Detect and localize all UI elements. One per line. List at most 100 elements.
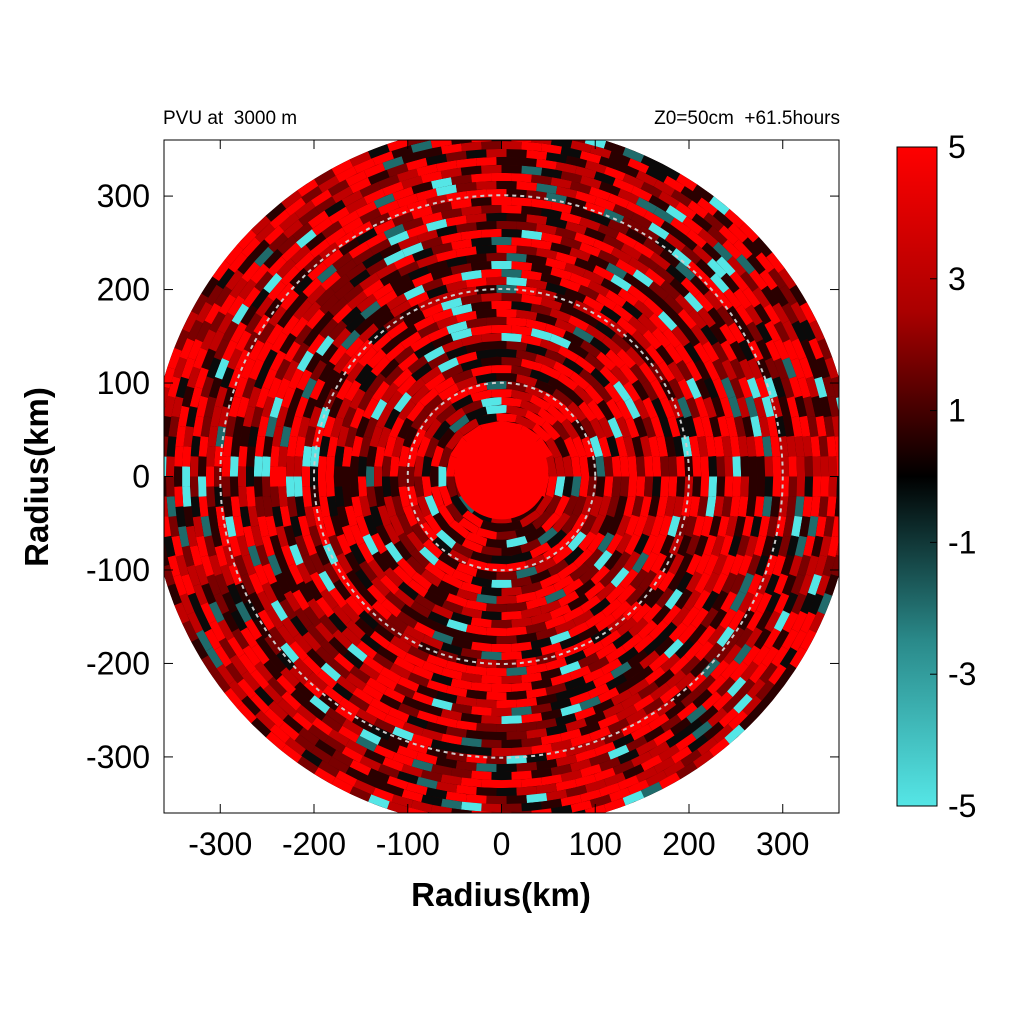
pv-cell: [411, 665, 434, 681]
pv-cell: [366, 466, 374, 487]
pv-cell: [187, 338, 203, 361]
pv-cell: [511, 770, 532, 780]
pv-cell: [207, 506, 219, 528]
pv-cell: [383, 408, 401, 430]
pv-cell: [396, 193, 419, 208]
pv-cell: [406, 531, 425, 552]
pv-cell: [450, 327, 473, 341]
pv-cell: [280, 544, 296, 567]
pv-cell: [296, 369, 313, 391]
pv-cell: [761, 535, 775, 558]
pv-cell: [536, 158, 557, 170]
pv-cell: [427, 140, 433, 141]
pv-cell: [200, 329, 217, 351]
pv-cell: [355, 201, 378, 218]
pv-cell: [405, 377, 426, 397]
pv-cell: [625, 416, 640, 439]
pv-cell: [501, 332, 522, 343]
pv-cell: [640, 435, 652, 457]
pv-cell: [761, 395, 775, 418]
pv-cell: [653, 729, 675, 747]
pv-cell: [680, 245, 702, 265]
y-tick-label: 300: [97, 178, 150, 214]
pv-cell: [200, 602, 217, 624]
pv-cell: [342, 486, 353, 507]
pv-cell: [294, 535, 309, 557]
pv-cell: [345, 197, 368, 214]
pv-cell: [668, 553, 685, 575]
pv-cell: [275, 525, 289, 548]
pv-cell: [800, 592, 816, 615]
pv-cell: [701, 691, 722, 711]
pv-cell: [570, 733, 592, 748]
pv-cell: [302, 277, 323, 298]
pv-cell: [431, 397, 453, 417]
pv-cell: [617, 775, 640, 791]
pv-cell: [237, 678, 257, 699]
pv-cell: [185, 406, 198, 428]
pv-cell: [628, 256, 650, 275]
pv-cell: [671, 248, 692, 267]
pv-cell: [281, 617, 300, 638]
pv-cell: [372, 652, 394, 671]
pv-cell: [362, 533, 379, 556]
pv-cell: [174, 602, 190, 624]
pv-cell: [290, 615, 309, 637]
pv-cell: [496, 571, 518, 581]
pv-cell: [622, 601, 643, 621]
pv-cell: [330, 416, 344, 438]
pv-cell: [580, 417, 597, 439]
pv-cell: [589, 211, 611, 227]
pv-cell: [709, 515, 722, 537]
pv-cell: [557, 590, 580, 608]
pv-cell: [241, 377, 257, 399]
pv-cell: [554, 619, 577, 635]
pv-cell: [733, 415, 746, 437]
pv-cell: [747, 591, 764, 613]
pv-cell: [445, 345, 468, 360]
pv-cell: [786, 396, 799, 418]
pv-cell: [564, 650, 587, 666]
pv-cell: [529, 569, 552, 585]
pv-cell: [222, 320, 239, 343]
pv-cell: [709, 608, 728, 630]
pv-cell: [253, 476, 263, 497]
pv-cell: [306, 648, 326, 669]
pv-cell: [611, 600, 632, 621]
pv-cell: [593, 382, 613, 403]
pv-cell: [762, 436, 773, 457]
pv-cell: [229, 456, 239, 477]
pv-cell: [309, 552, 326, 575]
pv-cell: [271, 425, 284, 447]
pv-cell: [594, 767, 616, 782]
pv-cell: [596, 351, 617, 371]
pv-cell: [555, 226, 577, 240]
pv-cell: [441, 667, 463, 681]
pv-cell: [630, 185, 653, 202]
pv-cell: [434, 559, 456, 577]
pv-cell: [742, 416, 754, 438]
pv-cell: [569, 371, 591, 391]
pv-cell: [238, 445, 248, 467]
pv-cell: [728, 223, 748, 243]
pv-cell: [268, 626, 287, 648]
pv-cell: [560, 170, 583, 184]
pv-cell: [204, 396, 217, 418]
pv-cell: [462, 424, 484, 443]
pv-cell: [525, 622, 547, 635]
pv-cell: [239, 506, 251, 528]
pv-cell: [625, 201, 648, 218]
pv-cell: [269, 581, 287, 603]
pv-cell: [302, 397, 317, 419]
colorbar-tick-label: 3: [948, 261, 966, 297]
pv-cell: [416, 188, 438, 202]
pv-cell: [625, 227, 648, 245]
pv-cell: [275, 377, 291, 400]
pv-cell: [407, 645, 430, 662]
pv-cell: [563, 495, 579, 517]
pv-cell: [603, 140, 626, 155]
pv-cell: [577, 310, 600, 328]
pv-cell: [807, 357, 822, 379]
pv-cell: [471, 301, 492, 312]
